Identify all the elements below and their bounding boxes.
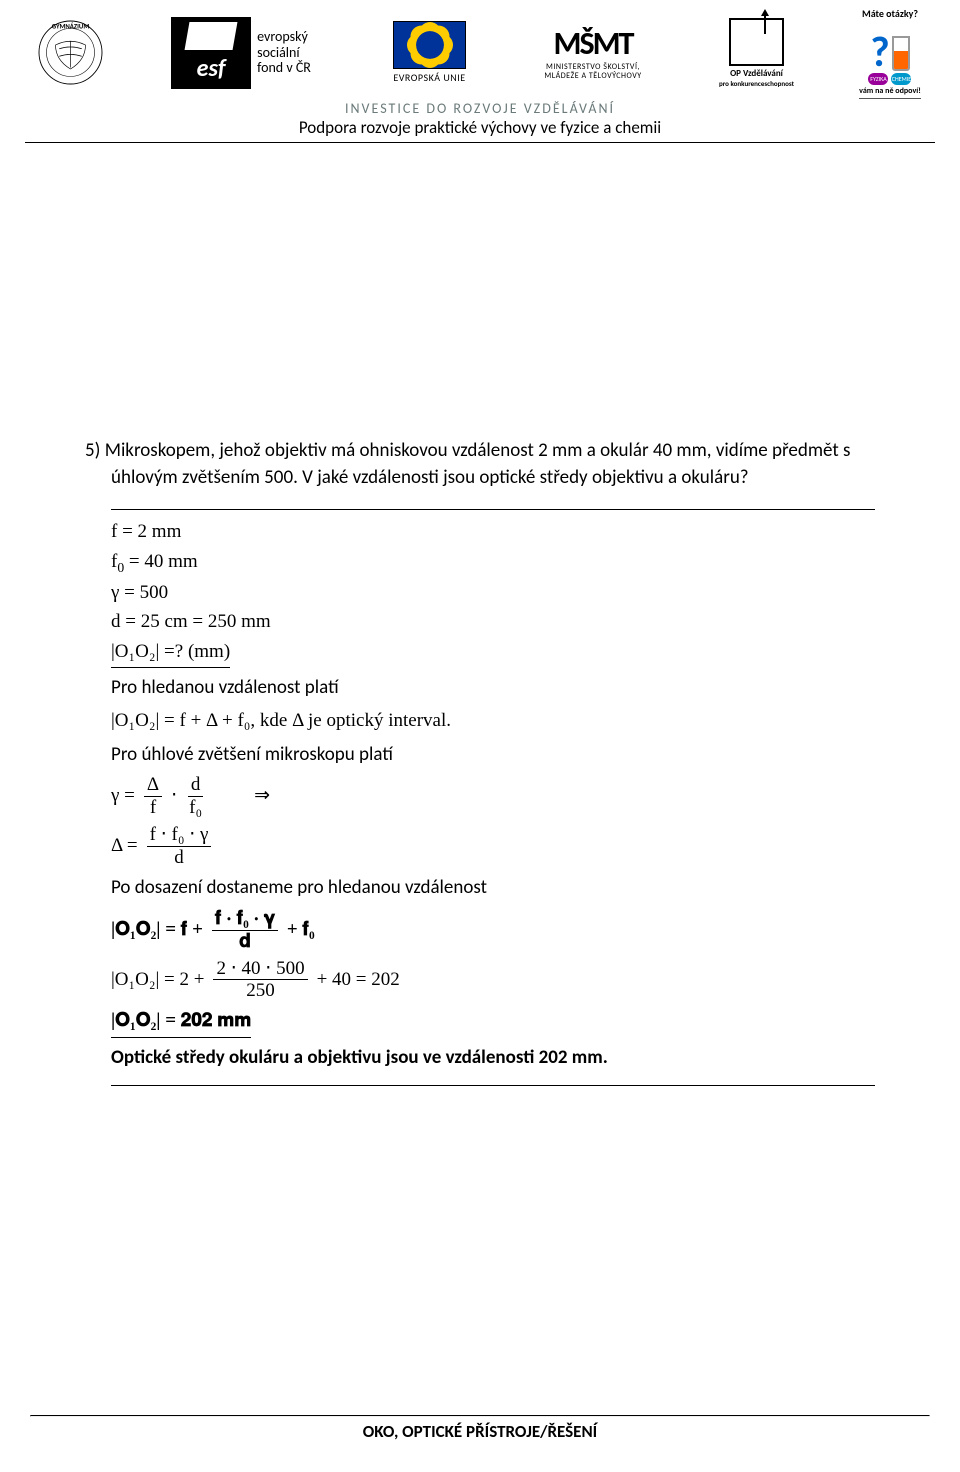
given-d: d = 25 cm = 250 mm xyxy=(111,609,875,636)
q-title: Máte otázky? xyxy=(859,7,921,20)
given-f0: f0 = 40 mm xyxy=(111,549,875,577)
document-header: GYMNÁZIUM esf evropský sociální fond v Č… xyxy=(0,0,960,143)
line-1: Pro hledanou vzdálenost platí xyxy=(111,675,875,702)
given-gamma: γ = 500 xyxy=(111,580,875,607)
msmt-icon: MŠMT xyxy=(544,24,641,63)
chip-chemistry: CHEMIE xyxy=(891,73,911,85)
beaker-icon xyxy=(892,36,910,71)
esf-line2: sociální xyxy=(257,45,311,60)
footer-text: OKO, OPTICKÉ PŘÍSTROJE/ŘEŠENÍ xyxy=(0,1421,960,1442)
chip-physics: FYZIKA xyxy=(868,73,888,85)
line-4: Po dosazení dostaneme pro hledanou vzdál… xyxy=(111,875,875,902)
eq-gamma: γ = Δ f ⋅ d f₀ ⇒ xyxy=(111,775,875,818)
msmt-logo: MŠMT MINISTERSTVO ŠKOLSTVÍ, MLÁDEŽE A TĚ… xyxy=(518,13,668,93)
line-2: |O₁O₂| = f + Δ + f₀, kde Δ je optický in… xyxy=(111,708,875,735)
solution-block: f = 2 mm f0 = 40 mm γ = 500 d = 25 cm = … xyxy=(111,509,875,1085)
problem-statement: 5) Mikroskopem, jehož objektiv má ohnisk… xyxy=(85,438,875,491)
given-unknown: |O₁O₂| =? (mm) xyxy=(111,639,875,668)
eq-delta: Δ = f ⋅ f₀ ⋅ γ d xyxy=(111,825,875,868)
question-mark-icon: ? xyxy=(870,35,889,71)
answer: |𝐎₁𝐎₂| = 𝟐𝟎𝟐 𝐦𝐦 xyxy=(111,1008,875,1038)
op-label-2: pro konkurenceschopnost xyxy=(719,79,794,88)
page-footer: OKO, OPTICKÉ PŘÍSTROJE/ŘEŠENÍ xyxy=(0,1415,960,1442)
questions-logo: Máte otázky? ? FYZIKA CHEMIE vám na ně o… xyxy=(845,13,935,93)
msmt-label-2: MLÁDEŽE A TĚLOVÝCHOVY xyxy=(544,72,641,81)
esf-line1: evropský xyxy=(257,29,311,44)
esf-line3: fond v ČR xyxy=(257,60,311,75)
eq-result-numeric: |O₁O₂| = 2 + 2 ⋅ 40 ⋅ 500 250 + 40 = 202 xyxy=(111,959,875,1002)
q-sub: vám na ně odpoví! xyxy=(859,86,921,96)
page-subtitle: Podpora rozvoje praktické výchovy ve fyz… xyxy=(25,117,935,138)
conclusion: Optické středy okuláru a objektivu jsou … xyxy=(111,1045,875,1072)
gymnasium-logo: GYMNÁZIUM xyxy=(25,13,115,93)
op-label-1: OP Vzdělávání xyxy=(719,68,794,79)
eu-logo: EVROPSKÁ UNIE xyxy=(367,13,492,93)
svg-text:GYMNÁZIUM: GYMNÁZIUM xyxy=(51,23,89,31)
esf-logo: esf evropský sociální fond v ČR xyxy=(141,13,341,93)
op-logo: OP Vzdělávání pro konkurenceschopnost xyxy=(694,13,819,93)
eq-result-symbolic: |𝐎₁𝐎₂| = 𝐟 + 𝐟 ⋅ 𝐟₀ ⋅ 𝛄 𝐝 + 𝐟₀ xyxy=(111,909,875,952)
logo-row: GYMNÁZIUM esf evropský sociální fond v Č… xyxy=(25,10,935,95)
problem-number: 5) xyxy=(85,439,100,462)
line-3: Pro úhlové zvětšení mikroskopu platí xyxy=(111,742,875,769)
main-content: 5) Mikroskopem, jehož objektiv má ohnisk… xyxy=(0,408,960,1086)
problem-text: Mikroskopem, jehož objektiv má ohniskovo… xyxy=(105,439,851,489)
invest-line: INVESTICE DO ROZVOJE VZDĚLÁVÁNÍ xyxy=(25,100,935,117)
eu-label: EVROPSKÁ UNIE xyxy=(393,71,466,84)
given-f: f = 2 mm xyxy=(111,519,875,546)
